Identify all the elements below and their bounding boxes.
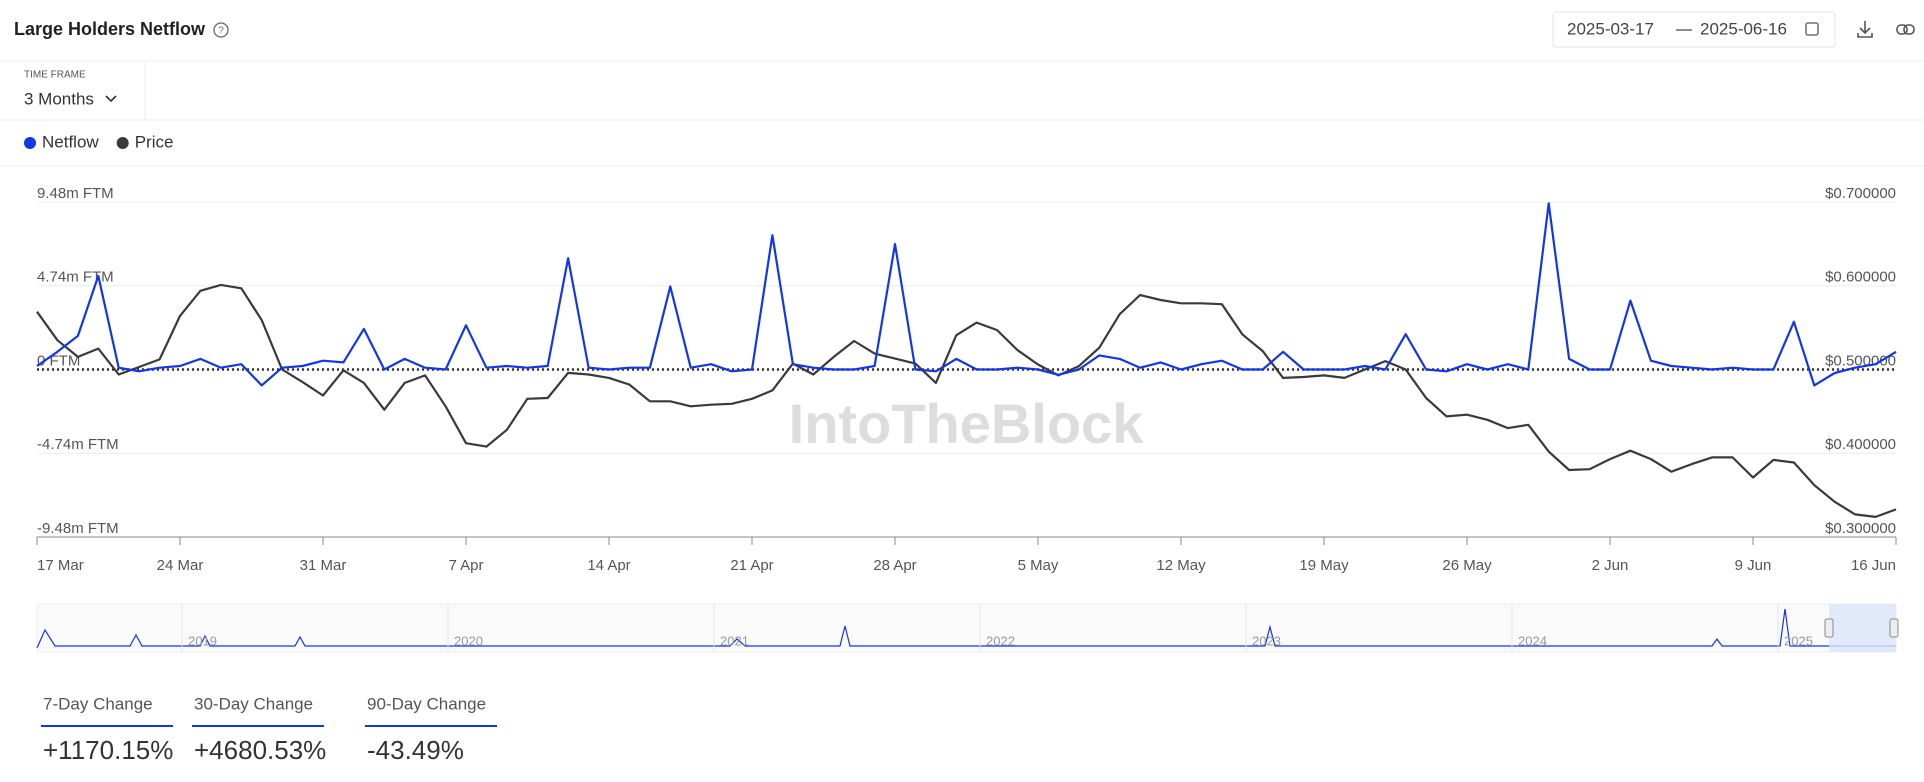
x-tick-label: 16 Jun	[1851, 557, 1896, 574]
y2-tick-label: $0.700000	[1825, 185, 1896, 202]
x-tick-label: 31 Mar	[300, 557, 347, 574]
date-end: 2025-06-16	[1700, 19, 1787, 38]
info-icon-glyph: ?	[218, 26, 224, 37]
y2-tick-label: $0.600000	[1825, 269, 1896, 286]
navigator-label: 2020	[454, 633, 483, 648]
stat-value: +1170.15%	[43, 735, 173, 765]
date-start: 2025-03-17	[1567, 19, 1654, 38]
navigator-label: 2023	[1252, 633, 1281, 648]
x-tick-label: 5 May	[1018, 557, 1059, 574]
y2-tick-label: $0.400000	[1825, 436, 1896, 453]
y-tick-label: 4.74m FTM	[37, 269, 114, 286]
timeframe-value[interactable]: 3 Months	[24, 89, 94, 108]
stat-value: +4680.53%	[194, 735, 326, 765]
download-icon[interactable]	[1857, 21, 1873, 38]
x-tick-label: 28 Apr	[873, 557, 916, 574]
navigator-label: 2019	[188, 633, 217, 648]
calendar-icon[interactable]	[1805, 22, 1819, 36]
navigator-label: 2025	[1784, 633, 1813, 648]
navigator-label: 2024	[1518, 633, 1547, 648]
link-icon[interactable]	[1896, 24, 1915, 35]
x-tick-label: 24 Mar	[157, 557, 204, 574]
x-tick-label: 7 Apr	[448, 557, 483, 574]
series-line	[36, 202, 1897, 387]
stat-label[interactable]: 90-Day Change	[367, 694, 486, 713]
y-tick-label: -4.74m FTM	[37, 436, 119, 453]
navigator-handle[interactable]	[1889, 618, 1899, 638]
date-range[interactable]	[1552, 11, 1836, 48]
x-tick-label: 12 May	[1156, 557, 1206, 574]
x-tick-label: 14 Apr	[587, 557, 630, 574]
stat-value: -43.49%	[367, 735, 464, 765]
legend-label[interactable]: Netflow	[42, 132, 99, 151]
watermark: IntoTheBlock	[789, 392, 1145, 455]
page-title: Large Holders Netflow	[14, 19, 206, 39]
y-tick-label: -9.48m FTM	[37, 520, 119, 537]
y-tick-label: 0 FTM	[37, 352, 80, 369]
x-tick-label: 26 May	[1442, 557, 1492, 574]
x-tick-label: 2 Jun	[1592, 557, 1629, 574]
stat-label[interactable]: 30-Day Change	[194, 694, 313, 713]
y-tick-label: 9.48m FTM	[37, 185, 114, 202]
dropdown-caret	[105, 95, 117, 103]
x-tick-label: 19 May	[1299, 557, 1349, 574]
navigator-handle[interactable]	[1824, 618, 1834, 638]
legend-label[interactable]: Price	[135, 132, 174, 151]
info-icon[interactable]	[213, 22, 229, 38]
legend-marker	[116, 137, 129, 149]
timeframe-label: TIME FRAME	[24, 70, 86, 81]
navigator-window[interactable]	[1829, 604, 1896, 652]
x-tick-label: 17 Mar	[37, 557, 84, 574]
legend-marker	[24, 137, 36, 149]
series-line	[36, 283, 1897, 518]
navigator-label: 2021	[720, 633, 749, 648]
x-tick-label: 21 Apr	[730, 557, 773, 574]
navigator[interactable]	[36, 603, 1897, 653]
navigator-label: 2022	[986, 633, 1015, 648]
stat-label[interactable]: 7-Day Change	[43, 694, 153, 713]
navigator-line	[36, 608, 1896, 649]
y2-tick-label: $0.300000	[1825, 520, 1896, 537]
x-tick-label: 9 Jun	[1735, 557, 1772, 574]
y2-tick-label: $0.500000	[1825, 352, 1896, 369]
